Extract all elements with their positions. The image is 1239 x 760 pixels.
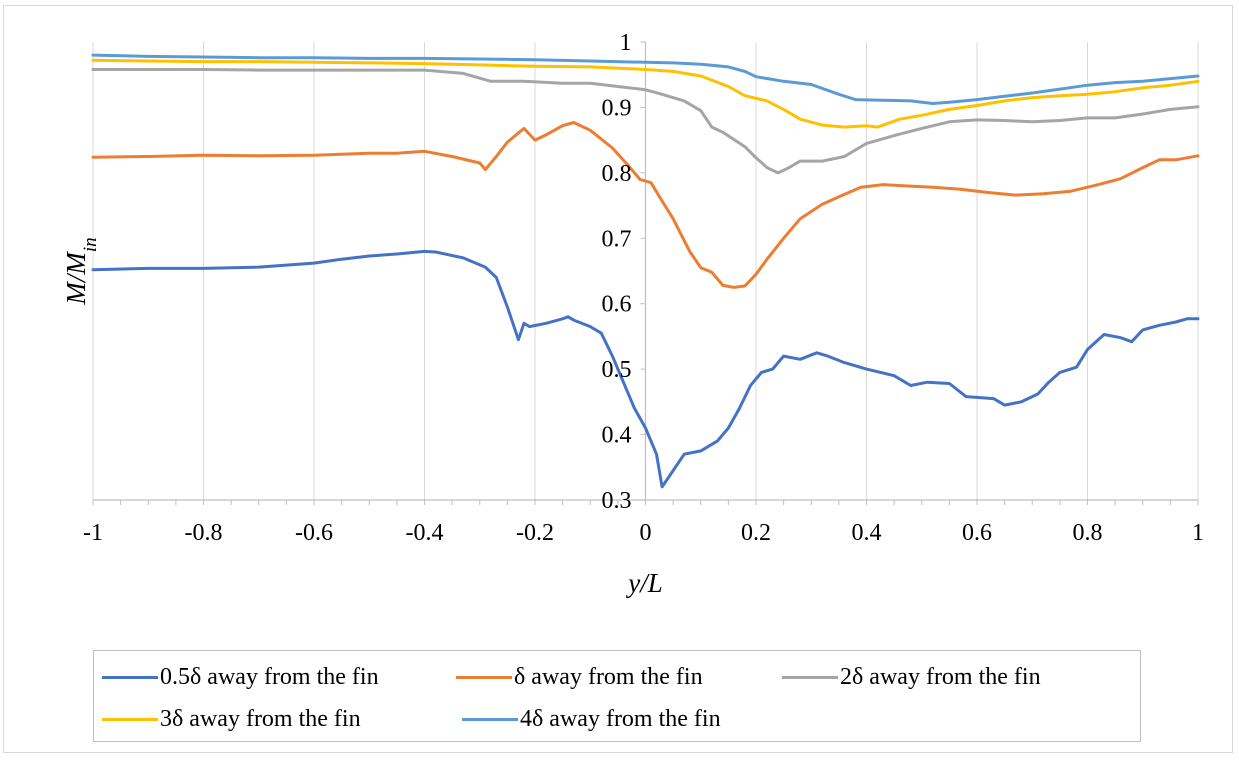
y-tick-label-2: 0.5 — [602, 357, 632, 383]
x-tick-label-0: -1 — [83, 520, 103, 546]
vertical-gridlines — [92, 42, 1199, 500]
y-tick-label-7: 1 — [620, 30, 632, 56]
legend-swatch-series-1 — [102, 675, 158, 679]
series-line-4 — [91, 58, 1200, 129]
y-axis-title: M/Min — [61, 237, 101, 305]
x-tick-label-6: 0.2 — [741, 520, 771, 546]
y-axis-title-subscript: in — [80, 237, 101, 252]
legend: 0.5δ away from the fin δ away from the f… — [93, 650, 1141, 742]
chart-frame — [3, 5, 1233, 753]
legend-item-series-3: 2δ away from the fin — [782, 657, 1041, 697]
x-tick-label-4: -0.2 — [516, 520, 554, 546]
legend-swatch-series-3 — [782, 675, 838, 679]
x-tick-label-3: -0.4 — [406, 520, 444, 546]
series-line-3 — [91, 68, 1200, 175]
y-tick-label-0: 0.3 — [602, 488, 632, 514]
y-axis-title-main: M/M — [61, 251, 91, 306]
x-tick-label-7: 0.4 — [852, 520, 882, 546]
legend-label-series-1: 0.5δ away from the fin — [160, 663, 379, 690]
x-tick-label-2: -0.6 — [295, 520, 333, 546]
legend-item-series-1: 0.5δ away from the fin — [102, 657, 379, 697]
legend-label-series-2: δ away from the fin — [514, 663, 703, 690]
y-tick-label-4: 0.7 — [602, 226, 632, 252]
y-tick-label-5: 0.8 — [602, 161, 632, 187]
y-axis — [640, 41, 647, 501]
tick-labels: -1 -0.8 -0.6 -0.4 -0.2 0 0.2 0.4 0.6 0.8 1 0.3 0.4 0.… — [83, 30, 1204, 546]
series-line-2 — [91, 121, 1200, 289]
legend-item-series-2: δ away from the fin — [456, 657, 703, 697]
y-tick-label-3: 0.6 — [602, 292, 632, 318]
x-tick-label-9: 0.8 — [1073, 520, 1103, 546]
legend-swatch-series-5 — [462, 717, 518, 721]
x-axis-title: y/L — [625, 568, 663, 598]
line-chart: -1 -0.8 -0.6 -0.4 -0.2 0 0.2 0.4 0.6 0.8 1 0.3 0.4 0.… — [61, 30, 1204, 598]
x-tick-label-8: 0.6 — [962, 520, 992, 546]
y-tick-label-1: 0.4 — [602, 423, 632, 449]
series-lines — [91, 53, 1200, 489]
legend-item-series-4: 3δ away from the fin — [102, 699, 361, 739]
x-tick-label-5: 0 — [640, 520, 652, 546]
legend-label-series-4: 3δ away from the fin — [160, 705, 361, 732]
x-tick-label-10: 1 — [1192, 520, 1204, 546]
series-line-5 — [91, 53, 1200, 105]
legend-item-series-5: 4δ away from the fin — [462, 699, 721, 739]
series-line-1 — [91, 249, 1200, 489]
x-axis — [92, 499, 1199, 505]
y-tick-label-6: 0.9 — [602, 95, 632, 121]
legend-label-series-5: 4δ away from the fin — [520, 705, 721, 732]
legend-swatch-series-2 — [456, 675, 512, 679]
legend-label-series-3: 2δ away from the fin — [840, 663, 1041, 690]
x-tick-label-1: -0.8 — [185, 520, 223, 546]
legend-swatch-series-4 — [102, 717, 158, 721]
